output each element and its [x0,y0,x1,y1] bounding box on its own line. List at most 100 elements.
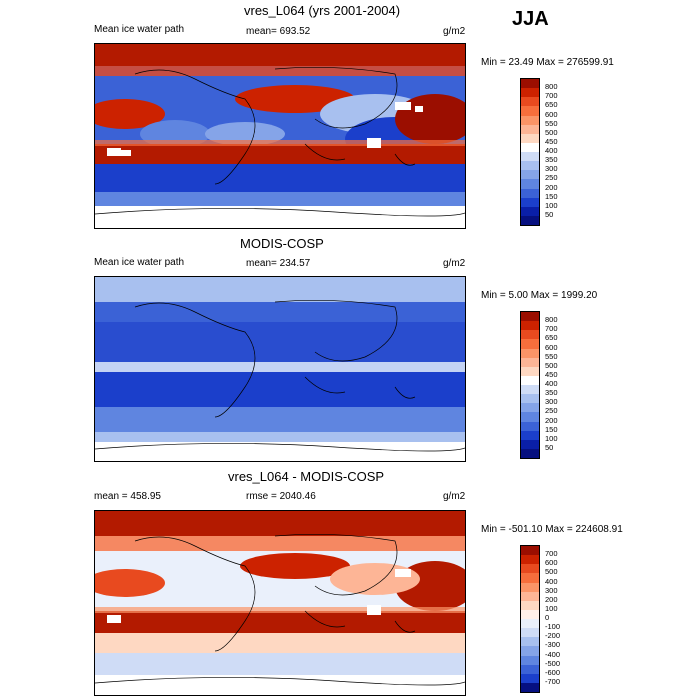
colorbar-tick-label: 450 [545,369,558,379]
colorbar-tick-label: 400 [545,576,558,586]
colorbar-tick-label: 400 [545,146,558,155]
colorbar-swatch [521,448,539,458]
panel-2-colorbar [520,311,540,459]
colorbar-swatch [521,394,539,404]
colorbar-tick-label: 800 [545,82,558,92]
panel-1-center-label: mean= 693.52 [246,26,311,37]
colorbar-tick-label: 700 [545,324,558,334]
panel-2-left-label: Mean ice water path [94,257,185,268]
colorbar-swatch [521,573,539,583]
colorbar-swatch [521,664,539,674]
colorbar-tick-label: -300 [545,640,561,650]
colorbar-swatch [521,546,539,556]
colorbar-swatch [521,628,539,638]
colorbar-swatch [521,637,539,647]
colorbar-tick-label: 250 [545,173,558,183]
colorbar-tick-label: 600 [545,558,558,568]
colorbar-tick-label: 50 [545,442,554,452]
colorbar-tick-label: 150 [545,191,558,201]
colorbar-swatch [521,412,539,422]
panel-3-map-svg [95,511,465,695]
colorbar-tick-label: 550 [545,351,558,361]
colorbar-tick-label: 800 [545,315,558,325]
colorbar-swatch [521,124,539,134]
colorbar-swatch [521,152,539,162]
colorbar-tick-label: 450 [545,136,558,146]
colorbar-swatch [521,375,539,385]
colorbar-swatch [521,312,539,322]
colorbar-tick-label: -100 [545,622,561,632]
colorbar-swatch [521,339,539,349]
colorbar-swatch [521,88,539,98]
colorbar-tick-label: 400 [545,379,558,388]
panel-2-title: MODIS-COSP [240,236,324,251]
panel-2-minmax: Min = 5.00 Max = 1999.20 [481,290,598,301]
colorbar-tick-label: -200 [545,631,561,641]
panel-2-center-label: mean= 234.57 [246,258,311,269]
colorbar-swatch [521,330,539,340]
colorbar-tick-label: 200 [545,182,558,192]
panel-2-units: g/m2 [443,258,466,269]
colorbar-swatch [521,655,539,665]
colorbar-swatch [521,385,539,395]
colorbar-tick-label: 300 [545,164,558,174]
colorbar-swatch [521,97,539,107]
colorbar-swatch [521,357,539,367]
colorbar-tick-label: 300 [545,397,558,407]
colorbar-tick-label: -400 [545,649,561,659]
colorbar-swatch [521,215,539,225]
colorbar-tick-label: 150 [545,424,558,434]
colorbar-swatch [521,555,539,565]
colorbar-swatch [521,582,539,592]
colorbar-tick-label: 350 [545,388,558,398]
colorbar-swatch [521,366,539,376]
panel-3-colorbar [520,545,540,693]
colorbar-tick-label: 350 [545,155,558,165]
colorbar-tick-label: 500 [545,127,558,137]
colorbar-swatch [521,348,539,358]
colorbar-tick-label: 550 [545,118,558,128]
colorbar-swatch [521,421,539,431]
colorbar-swatch [521,403,539,413]
colorbar-tick-label: 200 [545,415,558,425]
colorbar-swatch [521,439,539,449]
colorbar-swatch [521,600,539,610]
colorbar-tick-label: 300 [545,585,558,595]
colorbar-swatch [521,321,539,331]
panel-3-left-label: mean = 458.95 [94,491,161,502]
colorbar-tick-label: 250 [545,406,558,416]
panel-2-map-svg [95,277,465,461]
colorbar-swatch [521,646,539,656]
colorbar-tick-label: 0 [545,613,550,622]
colorbar-swatch [521,564,539,574]
colorbar-tick-label: 500 [545,567,558,577]
colorbar-tick-label: 100 [545,603,558,613]
colorbar-swatch [521,188,539,198]
panel-1-minmax: Min = 23.49 Max = 276599.91 [481,57,614,68]
panel-3-title: vres_L064 - MODIS-COSP [228,469,385,484]
colorbar-swatch [521,430,539,440]
colorbar-tick-label: 600 [545,342,558,352]
panel-1-colorbar [520,78,540,226]
colorbar-swatch [521,161,539,171]
colorbar-tick-label: 650 [545,100,558,110]
colorbar-swatch [521,133,539,143]
colorbar-tick-label: -600 [545,667,561,677]
colorbar-swatch [521,115,539,125]
colorbar-tick-label: 700 [545,549,558,559]
panel-1-left-label: Mean ice water path [94,24,185,35]
colorbar-swatch [521,609,539,619]
panel-1-map [94,43,466,229]
colorbar-swatch [521,682,539,692]
colorbar-swatch [521,591,539,601]
colorbar-swatch [521,142,539,152]
colorbar-tick-label: -700 [545,676,561,686]
colorbar-swatch [521,206,539,216]
colorbar-tick-label: 200 [545,594,558,604]
panel-3-units: g/m2 [443,491,466,502]
colorbar-tick-label: 100 [545,433,558,443]
panel-3-center-label: rmse = 2040.46 [246,491,316,502]
colorbar-tick-label: 700 [545,91,558,101]
panel-1-title: vres_L064 (yrs 2001-2004) [244,3,401,18]
colorbar-swatch [521,179,539,189]
